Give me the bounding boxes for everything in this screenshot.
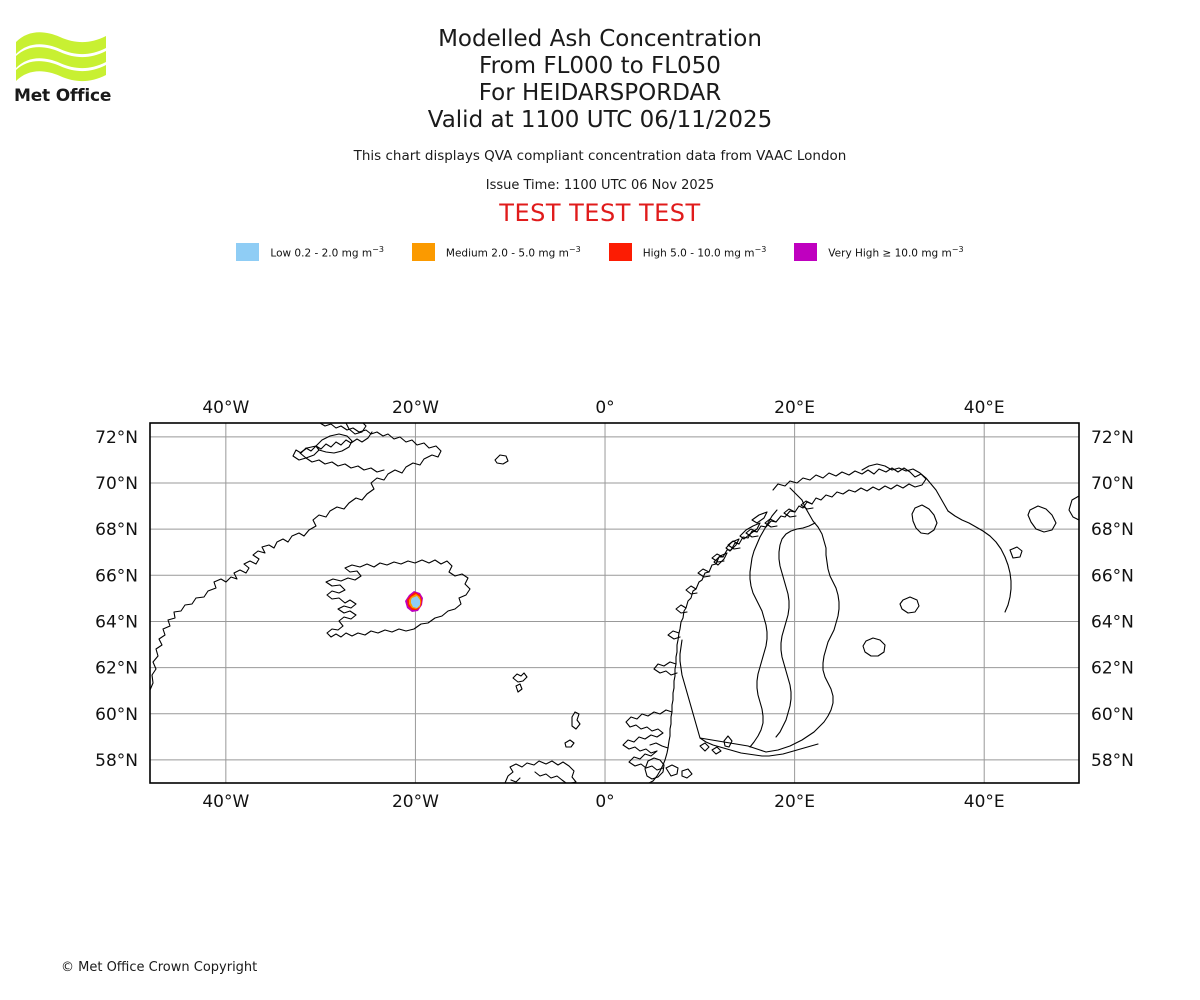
coastline-kola <box>861 463 949 512</box>
legend-label-very-high: Very High ≥ 10.0 mg m−3 <box>828 244 964 260</box>
coastline-greenland-island-a <box>315 433 353 454</box>
lat-tick-right-66°N: 66°N <box>1091 566 1134 586</box>
lon-tick-top-20°E: 20°E <box>774 398 815 418</box>
lon-tick-bottom-40°W: 40°W <box>202 792 249 810</box>
lat-tick-right-60°N: 60°N <box>1091 705 1134 725</box>
qva-note: This chart displays QVA compliant concen… <box>353 148 847 164</box>
page-title: Modelled Ash Concentration <box>438 26 762 52</box>
map-plot-background <box>150 423 1079 783</box>
lon-tick-bottom-0°: 0° <box>595 792 614 810</box>
lat-tick-left-72°N: 72°N <box>95 428 138 448</box>
ash-plume <box>405 591 423 612</box>
lat-tick-left-70°N: 70°N <box>95 474 138 494</box>
coastline-vesteralen <box>751 511 768 524</box>
lon-tick-top-20°W: 20°W <box>392 398 439 418</box>
coastline-gotland <box>723 735 733 748</box>
lat-tick-right-62°N: 62°N <box>1091 659 1134 679</box>
longitude-labels-top: 40°W 20°W 0° 20°E 40°E <box>202 398 1004 418</box>
lon-tick-top-40°E: 40°E <box>964 398 1005 418</box>
map-frame <box>149 422 1080 784</box>
map-svg: 40°W 20°W 0° 20°E 40°E 40°W 20°W 0° 20°E 40°E 72… <box>95 398 1134 810</box>
lon-tick-bottom-20°W: 20°W <box>392 792 439 810</box>
legend-swatch-high <box>608 243 632 261</box>
coastline-norway <box>648 467 927 783</box>
legend-item-high: High 5.0 - 10.0 mg m−3 <box>608 243 767 261</box>
coastline-white-sea <box>911 504 938 535</box>
coastline-scotland <box>504 760 577 783</box>
coastline-greenland <box>150 423 442 691</box>
coastline-faroes <box>512 672 528 683</box>
legend-swatch-medium <box>411 243 435 261</box>
lat-tick-right-68°N: 68°N <box>1091 520 1134 540</box>
coastline-lofoten <box>713 522 761 566</box>
test-banner: TEST TEST TEST <box>499 199 701 227</box>
copyright-notice: © Met Office Crown Copyright <box>61 960 258 975</box>
legend-swatch-low <box>236 243 260 261</box>
coastline-jan-mayen <box>494 454 509 465</box>
legend-label-medium: Medium 2.0 - 5.0 mg m−3 <box>445 244 581 260</box>
met-office-logo-mark <box>16 32 106 82</box>
latitude-labels-right: 72°N 70°N 68°N 66°N 64°N 62°N 60°N 58°N <box>1091 428 1134 771</box>
lon-tick-top-40°W: 40°W <box>202 398 249 418</box>
lon-tick-bottom-40°E: 40°E <box>964 792 1005 810</box>
plume-contour-very-high <box>411 596 420 608</box>
lat-tick-left-64°N: 64°N <box>95 612 138 632</box>
coastline-ladoga <box>862 637 886 657</box>
legend-item-medium: Medium 2.0 - 5.0 mg m−3 <box>411 243 581 261</box>
coastline-shetland <box>571 711 581 730</box>
lat-tick-right-72°N: 72°N <box>1091 428 1134 448</box>
lat-tick-left-60°N: 60°N <box>95 705 138 725</box>
longitude-labels-bottom: 40°W 20°W 0° 20°E 40°E <box>202 792 1004 810</box>
coastline-denmark-isles <box>665 764 693 779</box>
coastline-sweden-finland <box>679 487 840 753</box>
coastline-onega <box>899 596 920 614</box>
volcano-source: For HEIDARSPORDAR <box>478 80 722 106</box>
concentration-legend: Low 0.2 - 2.0 mg m−3 Medium 2.0 - 5.0 mg… <box>0 243 1200 261</box>
coastline-iceland <box>325 559 471 638</box>
chart-header: Modelled Ash Concentration From FL000 to… <box>0 26 1200 227</box>
coastline-denmark <box>644 757 665 780</box>
lat-tick-left-58°N: 58°N <box>95 751 138 771</box>
coastline-baltic-south <box>699 737 819 757</box>
coastline-far-east-island <box>1068 495 1079 521</box>
coastline-finland-inland <box>775 522 816 738</box>
coastline-greenland-nw <box>345 423 367 435</box>
map-gridlines <box>150 423 1079 783</box>
coastline-greenland-island-b <box>299 445 320 459</box>
coastline-baltic-islands <box>699 742 722 755</box>
coastline-greenland-fjords <box>292 431 385 473</box>
legend-label-high: High 5.0 - 10.0 mg m−3 <box>642 244 767 260</box>
lat-tick-right-64°N: 64°N <box>1091 612 1134 632</box>
lat-tick-left-66°N: 66°N <box>95 566 138 586</box>
coastline-faroes-south <box>515 683 523 693</box>
coastline-far-east-island-2 <box>1027 505 1057 533</box>
lat-tick-right-70°N: 70°N <box>1091 474 1134 494</box>
coastline-norway-fjords <box>622 500 814 771</box>
met-office-logo: Met Office <box>14 28 124 113</box>
lon-tick-bottom-20°E: 20°E <box>774 792 815 810</box>
lat-tick-left-62°N: 62°N <box>95 659 138 679</box>
issue-time: Issue Time: 1100 UTC 06 Nov 2025 <box>485 178 715 193</box>
lat-tick-left-68°N: 68°N <box>95 520 138 540</box>
lon-tick-top-0°: 0° <box>595 398 614 418</box>
valid-time: Valid at 1100 UTC 06/11/2025 <box>427 107 773 133</box>
coastline-bothnia-west <box>749 509 778 748</box>
coastline-small-island-ne <box>1009 546 1023 559</box>
latitude-labels-left: 72°N 70°N 68°N 66°N 64°N 62°N 60°N 58°N <box>95 428 138 771</box>
legend-swatch-very-high <box>794 243 818 261</box>
met-office-wordmark: Met Office <box>14 86 112 106</box>
coastlines <box>150 423 1079 783</box>
lat-tick-right-58°N: 58°N <box>1091 751 1134 771</box>
legend-label-low: Low 0.2 - 2.0 mg m−3 <box>270 244 384 260</box>
coastline-orkney <box>564 739 575 748</box>
coastline-russia-north <box>947 510 1012 613</box>
ash-concentration-map: 40°W 20°W 0° 20°E 40°E 40°W 20°W 0° 20°E 40°E 72… <box>0 390 1200 810</box>
legend-item-low: Low 0.2 - 2.0 mg m−3 <box>236 243 384 261</box>
flight-level-range: From FL000 to FL050 <box>479 53 721 79</box>
legend-item-very-high: Very High ≥ 10.0 mg m−3 <box>794 243 964 261</box>
